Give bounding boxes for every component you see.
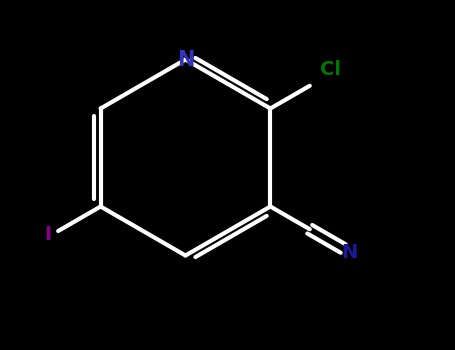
Text: N: N bbox=[177, 49, 194, 70]
Text: N: N bbox=[341, 243, 357, 261]
Text: Cl: Cl bbox=[320, 60, 341, 79]
Text: I: I bbox=[44, 225, 51, 244]
